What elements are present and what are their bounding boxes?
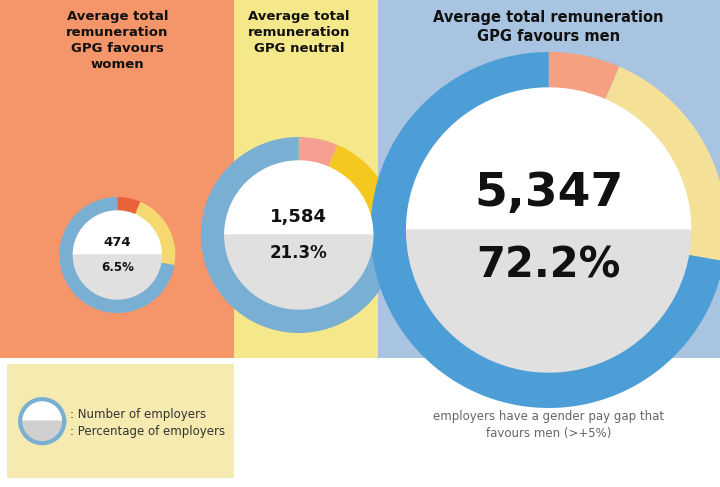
Text: 5,347: 5,347	[474, 170, 624, 216]
Text: Average total remuneration
GPG favours men: Average total remuneration GPG favours m…	[433, 10, 664, 44]
Bar	[234, 0, 378, 358]
Polygon shape	[371, 52, 720, 408]
Polygon shape	[117, 197, 140, 215]
Polygon shape	[549, 52, 619, 100]
Polygon shape	[299, 137, 338, 167]
Text: : Number of employers: : Number of employers	[71, 408, 207, 421]
Polygon shape	[407, 230, 690, 372]
Polygon shape	[605, 67, 720, 261]
Text: employers have a gender pay gap that
favours men (>+5%): employers have a gender pay gap that fav…	[433, 410, 665, 440]
Text: 6.5%: 6.5%	[101, 261, 134, 274]
Polygon shape	[59, 197, 174, 313]
Bar	[0, 0, 234, 358]
Text: 474: 474	[104, 236, 131, 249]
Polygon shape	[20, 399, 64, 421]
Polygon shape	[328, 145, 397, 252]
Polygon shape	[407, 88, 690, 230]
Text: : Percentage of employers: : Percentage of employers	[71, 425, 225, 438]
Bar	[378, 0, 720, 358]
Polygon shape	[135, 202, 176, 265]
Polygon shape	[225, 161, 373, 235]
Text: Average total
remuneration
GPG neutral: Average total remuneration GPG neutral	[248, 10, 350, 55]
Polygon shape	[73, 211, 161, 255]
Polygon shape	[201, 137, 395, 333]
Text: 1,584: 1,584	[270, 208, 328, 226]
Polygon shape	[20, 421, 64, 443]
Polygon shape	[73, 255, 161, 299]
Bar	[0, 358, 720, 487]
Bar	[7, 364, 234, 478]
Polygon shape	[225, 235, 373, 309]
Text: 21.3%: 21.3%	[270, 244, 328, 262]
Text: Average total
remuneration
GPG favours
women: Average total remuneration GPG favours w…	[66, 10, 168, 71]
Text: 72.2%: 72.2%	[477, 244, 621, 286]
